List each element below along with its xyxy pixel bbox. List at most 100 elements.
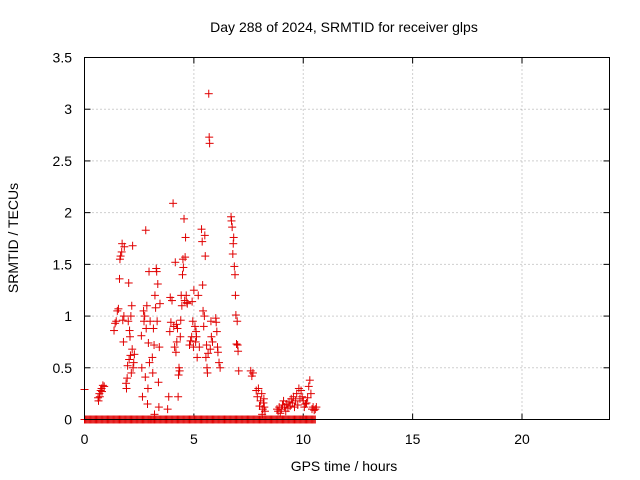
data-point <box>276 409 285 418</box>
data-point <box>173 324 182 333</box>
data-point <box>200 231 209 240</box>
data-point <box>228 223 237 232</box>
axis-ticks <box>84 57 610 420</box>
data-point <box>185 341 194 350</box>
data-point <box>259 394 268 403</box>
y-axis-label: SRMTID / TECUs <box>5 183 21 293</box>
data-point <box>148 353 157 362</box>
data-point <box>188 297 197 306</box>
data-point <box>212 318 221 327</box>
data-point <box>171 258 180 267</box>
data-point <box>114 304 123 313</box>
data-point <box>117 247 126 256</box>
data-point <box>168 296 176 305</box>
y-tick-label: 3.5 <box>53 50 73 66</box>
data-point <box>137 363 146 372</box>
data-point <box>304 382 313 391</box>
data-point <box>120 242 129 251</box>
data-point <box>198 281 207 290</box>
data-point <box>198 237 207 246</box>
data-point <box>194 291 203 300</box>
data-point <box>215 358 224 367</box>
data-point <box>96 386 105 395</box>
data-point <box>145 267 154 276</box>
data-point <box>231 270 239 279</box>
data-point <box>172 337 181 346</box>
data-point <box>154 403 163 412</box>
data-point <box>174 392 183 401</box>
data-point <box>150 410 159 419</box>
data-point <box>175 366 184 375</box>
y-tick-label: 1.5 <box>53 256 73 272</box>
data-point <box>142 324 151 333</box>
data-point <box>253 392 262 401</box>
x-tick-label: 0 <box>81 431 89 447</box>
data-point <box>186 336 195 345</box>
data-point <box>138 392 147 401</box>
data-point <box>298 392 307 401</box>
data-point <box>179 263 188 272</box>
data-point <box>212 327 221 336</box>
plot-frame <box>84 57 610 420</box>
y-tick-label: 0 <box>64 412 72 428</box>
data-point <box>166 318 175 327</box>
data-point <box>248 368 257 377</box>
data-point <box>153 317 162 326</box>
data-point <box>176 316 185 325</box>
data-point <box>172 320 181 329</box>
data-point <box>204 349 213 358</box>
data-point <box>301 399 310 408</box>
data-point <box>119 312 128 321</box>
data-point <box>305 376 314 385</box>
data-point <box>234 347 243 356</box>
data-point <box>199 306 208 315</box>
data-point <box>151 303 160 312</box>
data-point <box>178 255 187 264</box>
data-point <box>231 311 240 320</box>
data-point <box>116 252 125 261</box>
data-point <box>126 312 135 321</box>
data-point <box>165 327 174 336</box>
data-point <box>260 407 269 416</box>
data-point <box>98 381 107 390</box>
data-point <box>234 366 243 375</box>
data-point <box>183 299 192 308</box>
data-point <box>129 358 138 367</box>
data-point <box>207 332 216 341</box>
data-points <box>80 89 321 424</box>
x-axis-label: GPS time / hours <box>291 458 398 474</box>
data-point <box>98 387 106 396</box>
data-point <box>182 291 191 300</box>
data-point <box>113 306 122 315</box>
data-point <box>254 384 263 393</box>
y-tick-label: 2 <box>64 205 72 221</box>
chart-title: Day 288 of 2024, SRMTID for receiver glp… <box>210 19 478 35</box>
y-tick-label: 2.5 <box>53 153 73 169</box>
data-point <box>146 317 155 326</box>
data-point <box>123 374 132 383</box>
data-point <box>228 250 237 259</box>
data-point <box>297 386 306 395</box>
data-point <box>130 350 139 359</box>
data-point <box>141 373 150 382</box>
data-point <box>171 348 180 357</box>
data-point <box>129 363 138 372</box>
data-point <box>232 339 241 348</box>
data-point <box>163 405 172 414</box>
data-point <box>140 312 149 321</box>
data-point <box>128 345 137 354</box>
data-point <box>144 338 153 347</box>
data-point <box>155 343 164 352</box>
data-point <box>169 199 178 208</box>
data-point <box>149 324 158 333</box>
data-point <box>229 233 238 242</box>
data-point <box>294 384 303 393</box>
data-point <box>192 332 201 341</box>
y-tick-label: 0.5 <box>53 360 73 376</box>
data-point <box>190 322 199 331</box>
data-point <box>112 317 121 326</box>
data-point <box>150 341 159 350</box>
data-point <box>178 270 187 279</box>
data-point <box>293 401 302 410</box>
data-point <box>124 278 133 287</box>
